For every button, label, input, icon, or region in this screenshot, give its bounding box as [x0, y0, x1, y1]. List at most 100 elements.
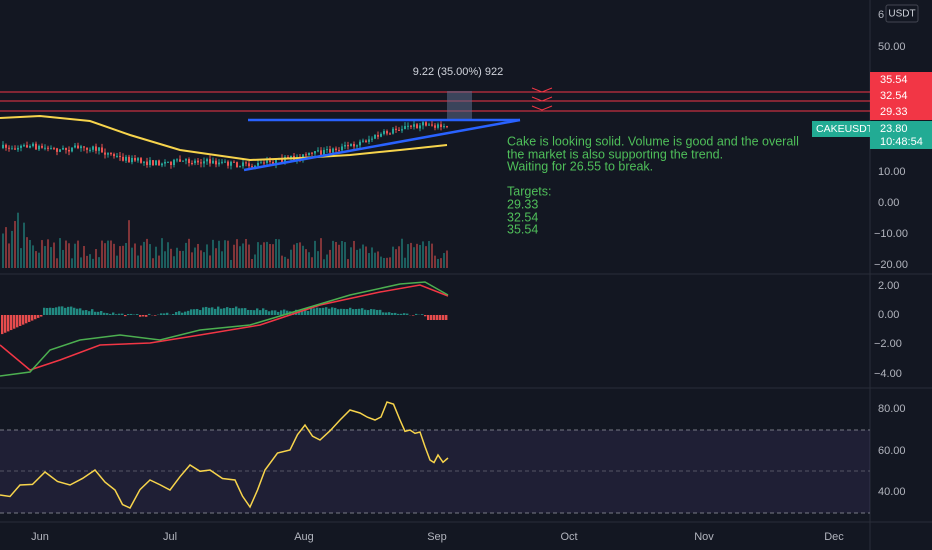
volume-bar [152, 258, 154, 268]
candle [95, 146, 97, 151]
macd-hist [301, 310, 304, 315]
volume-bar [269, 244, 271, 268]
volume-bar [122, 245, 124, 268]
level-label: 35.54 [880, 74, 908, 86]
volume-bar [260, 244, 262, 268]
volume-bar [188, 238, 190, 268]
candle [359, 141, 361, 146]
candle [113, 154, 115, 157]
volume-bar [410, 242, 412, 268]
candle [65, 148, 67, 150]
candle [281, 158, 283, 163]
volume-bar [92, 258, 94, 268]
volume-bar [59, 238, 61, 268]
volume-bar [161, 238, 163, 268]
macd-hist [88, 311, 91, 315]
candle [446, 126, 448, 128]
candle [137, 158, 139, 161]
volume-bar [32, 245, 34, 268]
volume-bar [149, 244, 151, 268]
macd-hist [316, 307, 319, 315]
candle [347, 145, 349, 147]
candle [401, 129, 403, 131]
volume-bar [107, 240, 109, 268]
currency: USDT [888, 9, 915, 20]
macd-hist [439, 315, 442, 320]
candle [173, 159, 175, 166]
macd-hist [376, 309, 379, 315]
macd-hist [397, 313, 400, 315]
volume-bar [116, 255, 118, 268]
macd-hist [385, 312, 388, 315]
time-label: Aug [294, 531, 314, 543]
candle [176, 159, 178, 161]
volume-bar [206, 244, 208, 268]
macd-hist [349, 307, 352, 315]
candle [230, 161, 232, 166]
axis-label: 10.00 [878, 166, 906, 178]
candle [32, 143, 34, 147]
macd-hist [265, 309, 268, 315]
candle [248, 163, 250, 167]
candle [398, 129, 400, 131]
macd-hist [124, 315, 127, 317]
macd-hist [253, 310, 256, 315]
volume-bar [23, 222, 25, 268]
macd-hist [154, 315, 157, 316]
candle [305, 154, 307, 156]
candle [233, 161, 235, 163]
candle [419, 125, 421, 129]
candle [131, 157, 133, 163]
candle [227, 161, 229, 166]
macd-hist [97, 311, 100, 315]
volume-bar [35, 251, 37, 268]
candle [104, 152, 106, 155]
macd-hist [121, 313, 124, 315]
candle [68, 149, 70, 152]
candle [23, 145, 25, 147]
volume-bar [371, 247, 373, 268]
macd-hist [355, 308, 358, 315]
volume-bar [416, 243, 418, 268]
macd-hist [112, 312, 115, 315]
volume-bar [434, 255, 436, 268]
volume-bar [209, 255, 211, 268]
volume-bar [305, 249, 307, 268]
candle [308, 152, 310, 156]
volume-bar [185, 242, 187, 268]
volume-bar [275, 238, 277, 268]
candle [209, 159, 211, 164]
volume-bar [134, 243, 136, 268]
candle [14, 148, 16, 150]
note-line: the market is also supporting the trend. [507, 147, 723, 161]
volume-bar [89, 254, 91, 268]
macd-hist [412, 315, 415, 316]
candle [236, 162, 238, 168]
volume-bar [104, 243, 106, 268]
macd-hist [55, 307, 58, 315]
time-label: Jul [163, 531, 177, 543]
candle [317, 150, 319, 152]
candle [365, 140, 367, 142]
axis-label: 2.00 [878, 280, 899, 292]
countdown: 10:48:54 [880, 136, 923, 148]
macd-hist [232, 307, 235, 315]
axis-label: 0.00 [878, 309, 899, 321]
last-price-box [870, 121, 932, 149]
macd-hist [58, 306, 61, 315]
volume-bar [143, 241, 145, 268]
macd-hist [202, 307, 205, 315]
volume-bar [365, 246, 367, 268]
macd-hist [193, 309, 196, 315]
candle [350, 144, 352, 147]
axis-label: 40.00 [878, 486, 906, 498]
volume-bar [338, 244, 340, 268]
volume-bar [182, 250, 184, 268]
note-line: 29.33 [507, 197, 538, 211]
volume-bar [110, 240, 112, 268]
volume-bar [215, 248, 217, 268]
candle [215, 160, 217, 165]
macd-hist [91, 309, 94, 315]
candle [107, 153, 109, 155]
volume-bar [341, 240, 343, 268]
